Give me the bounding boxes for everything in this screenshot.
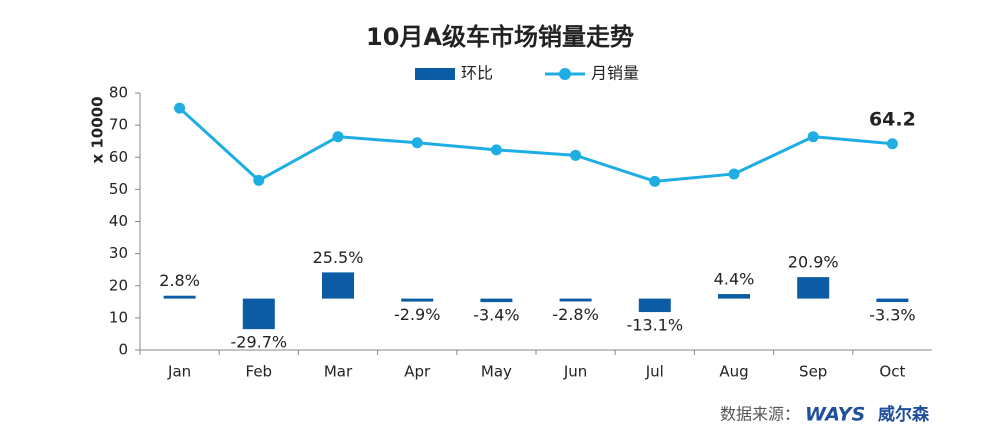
x-tick-label: Jul bbox=[645, 363, 664, 381]
bar bbox=[876, 298, 909, 302]
y-tick-label: 70 bbox=[109, 116, 128, 134]
data-label: 20.9% bbox=[788, 253, 839, 272]
bar bbox=[559, 298, 592, 302]
y-tick-label: 20 bbox=[109, 276, 128, 294]
data-label: -13.1% bbox=[626, 316, 683, 335]
y-tick-label: 50 bbox=[109, 180, 128, 198]
point bbox=[253, 174, 265, 186]
bar bbox=[797, 277, 830, 299]
legend-label: 环比 bbox=[461, 64, 493, 83]
x-tick-label: Jan bbox=[167, 363, 191, 381]
data-label: -2.8% bbox=[552, 305, 598, 324]
x-tick-label: Oct bbox=[879, 363, 905, 381]
point bbox=[649, 175, 661, 187]
logo: WAYS bbox=[805, 404, 865, 426]
data-label: 64.2 bbox=[869, 108, 916, 130]
y-tick-label: 0 bbox=[118, 341, 128, 359]
bar bbox=[242, 298, 275, 330]
data-label: -29.7% bbox=[230, 333, 287, 352]
bar bbox=[638, 298, 671, 313]
legend-swatch bbox=[559, 68, 571, 80]
x-tick-label: Sep bbox=[799, 363, 827, 381]
data-label: 4.4% bbox=[714, 270, 755, 289]
line bbox=[178, 106, 893, 183]
y-tick-label: 30 bbox=[109, 244, 128, 262]
point bbox=[490, 144, 502, 156]
data-label: -2.9% bbox=[394, 305, 440, 324]
x-tick-label: Apr bbox=[404, 363, 431, 381]
x-tick-label: May bbox=[481, 363, 512, 381]
point bbox=[174, 102, 186, 114]
data-label: -3.3% bbox=[869, 305, 915, 324]
bar bbox=[163, 295, 196, 299]
point bbox=[728, 168, 740, 180]
point bbox=[570, 149, 582, 161]
bar bbox=[401, 298, 434, 302]
data-label: 2.8% bbox=[159, 271, 200, 290]
y-tick-label: 10 bbox=[109, 308, 128, 326]
bar bbox=[718, 294, 750, 299]
x-tick-label: Mar bbox=[324, 363, 353, 381]
x-tick-label: Jun bbox=[563, 363, 587, 381]
bar bbox=[480, 298, 513, 303]
y-axis-label: x 10000 bbox=[89, 96, 107, 163]
data-label: 25.5% bbox=[313, 248, 364, 267]
y-tick-label: 40 bbox=[109, 212, 128, 230]
chart-title: 10月A级车市场销量走势 bbox=[366, 23, 634, 51]
y-tick-label: 80 bbox=[109, 84, 128, 102]
point bbox=[411, 137, 423, 149]
point bbox=[807, 131, 819, 143]
source: 数据来源： bbox=[720, 405, 800, 424]
legend-label: 月销量 bbox=[591, 64, 639, 83]
logo-text: 威尔森 bbox=[878, 404, 930, 425]
x-tick-label: Feb bbox=[246, 363, 273, 381]
bar bbox=[322, 272, 354, 299]
point bbox=[332, 131, 344, 143]
point bbox=[886, 138, 898, 150]
x-tick-label: Aug bbox=[719, 363, 748, 381]
data-label: -3.4% bbox=[473, 306, 519, 325]
y-tick-label: 60 bbox=[109, 148, 128, 166]
legend-swatch bbox=[415, 68, 455, 80]
